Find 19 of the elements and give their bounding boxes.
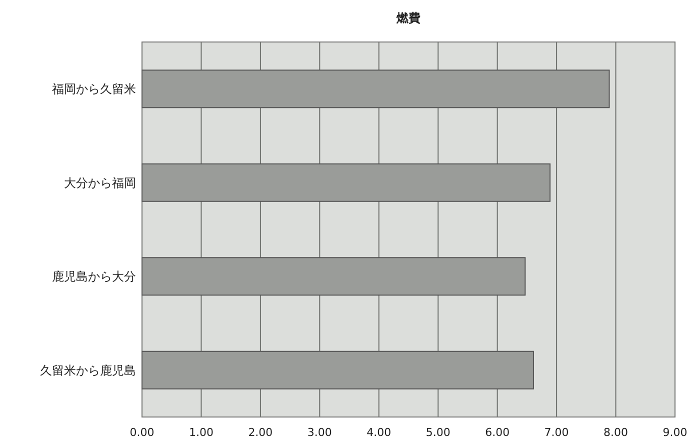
x-tick-label: 4.00 [366,426,392,439]
y-tick-label: 鹿児島から大分 [52,270,136,284]
x-tick-label: 9.00 [662,426,688,439]
x-tick-label: 1.00 [188,426,214,439]
bar [142,257,526,296]
x-tick-label: 7.00 [544,426,569,439]
y-tick-label: 福岡から久留米 [52,82,136,96]
bar [142,350,534,390]
bar [142,70,610,108]
bar [142,163,551,202]
y-tick-label: 久留米から鹿児島 [40,363,136,378]
chart-title: 燃費 [396,11,420,25]
x-tick-label: 6.00 [485,426,510,439]
x-tick-label: 2.00 [248,426,273,439]
y-tick-label: 大分から福岡 [64,176,136,190]
x-tick-label: 0.00 [130,426,154,439]
x-tick-label: 8.00 [604,426,628,439]
x-tick-label: 5.00 [426,426,450,439]
x-tick-label: 3.00 [307,426,332,439]
